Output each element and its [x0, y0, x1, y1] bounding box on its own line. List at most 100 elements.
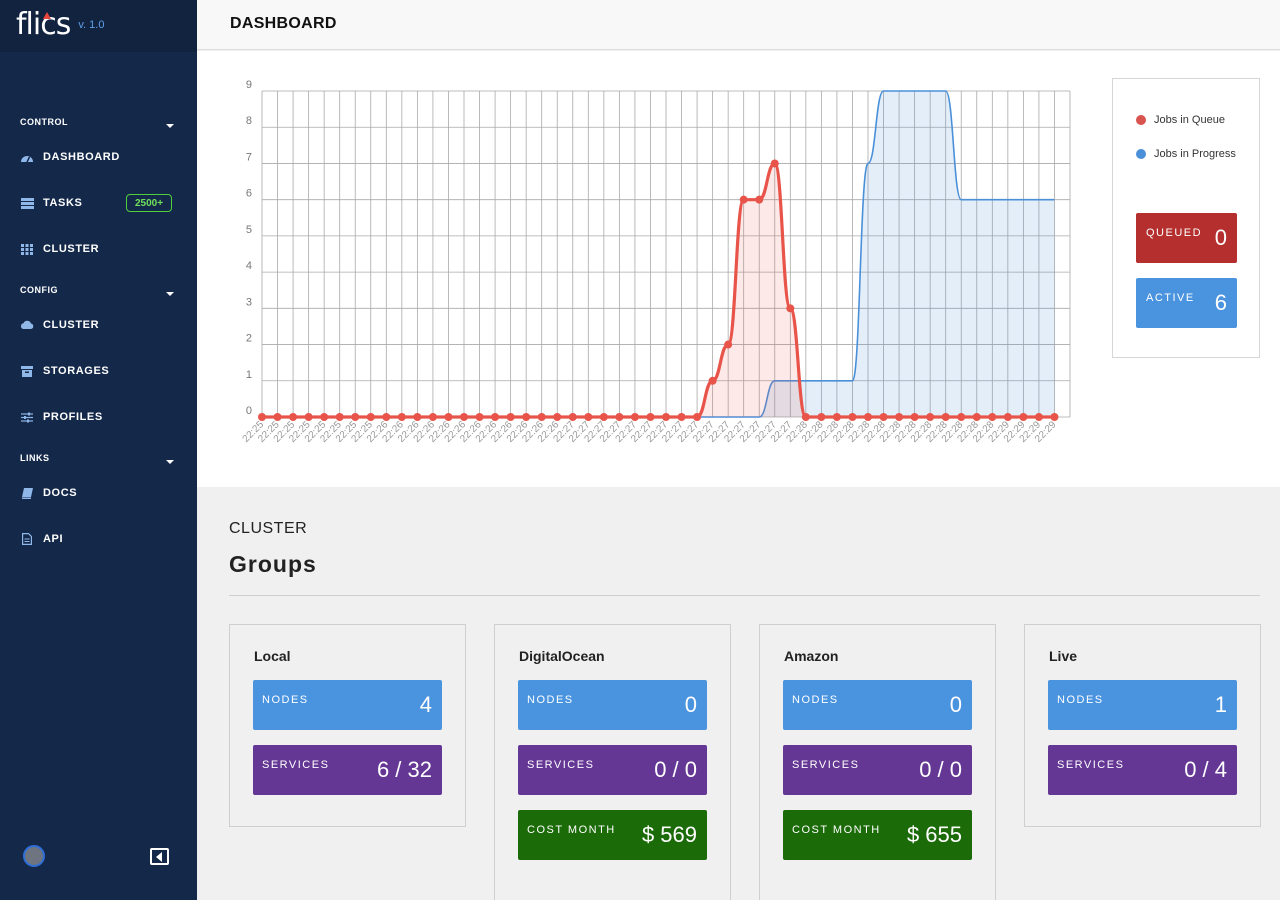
tile-value: 4: [419, 692, 432, 717]
series-queue-point: [630, 413, 639, 421]
tile-label: NODES: [1057, 694, 1104, 706]
tile-label: NODES: [262, 694, 309, 706]
tile-value: 1: [1214, 692, 1227, 717]
grid-icon: [20, 243, 34, 255]
stat-label: ACTIVE: [1146, 292, 1195, 304]
nodes-tile[interactable]: NODES 4: [253, 680, 442, 730]
sidebar-item-label: PROFILES: [43, 411, 103, 423]
chevron-down-icon[interactable]: [166, 124, 174, 128]
series-queue-point: [413, 413, 422, 421]
nodes-tile[interactable]: NODES 1: [1048, 680, 1237, 730]
sidebar-item-profiles[interactable]: PROFILES: [20, 407, 103, 427]
series-queue-point: [1050, 413, 1059, 421]
series-queue-point: [553, 413, 562, 421]
services-tile[interactable]: SERVICES 0 / 0: [783, 745, 972, 795]
series-queue-point: [988, 413, 997, 421]
group-card-amazon: Amazon NODES 0 SERVICES 0 / 0 COST MONTH $ …: [759, 624, 996, 900]
queue-dot-icon: [1136, 115, 1146, 125]
sidebar-item-api[interactable]: API: [20, 529, 63, 549]
stat-value: 0: [1214, 225, 1227, 250]
legend-item-queue[interactable]: Jobs in Queue: [1136, 112, 1225, 128]
series-queue-point: [662, 413, 670, 421]
series-queue-point: [1034, 413, 1043, 421]
tile-label: SERVICES: [527, 759, 595, 771]
services-tile[interactable]: SERVICES 0 / 0: [518, 745, 707, 795]
series-queue-point: [1003, 413, 1012, 421]
tile-label: SERVICES: [1057, 759, 1125, 771]
top-bar: DASHBOARD: [197, 0, 1280, 50]
cost-tile[interactable]: COST MONTH $ 655: [783, 810, 972, 860]
series-queue-point: [258, 413, 266, 421]
cost-tile[interactable]: COST MONTH $ 569: [518, 810, 707, 860]
progress-dot-icon: [1136, 149, 1146, 159]
series-queue-point: [926, 413, 935, 421]
series-queue-point: [941, 413, 950, 421]
series-queue-point: [972, 413, 981, 421]
section-links[interactable]: LINKS: [20, 453, 50, 463]
stat-label: QUEUED: [1146, 227, 1203, 239]
sidebar-item-dashboard[interactable]: DASHBOARD: [20, 147, 120, 167]
group-card-digitalocean: DigitalOcean NODES 0 SERVICES 0 / 0 COST M…: [494, 624, 731, 900]
series-queue-point: [895, 413, 904, 421]
y-tick-label: 0: [246, 405, 252, 417]
sidebar-item-docs[interactable]: DOCS: [20, 483, 77, 503]
section-config[interactable]: CONFIG: [20, 285, 58, 295]
collapse-sidebar-icon[interactable]: [150, 848, 169, 865]
tile-label: COST MONTH: [792, 824, 881, 836]
series-queue-point: [724, 340, 733, 349]
group-name: Local: [254, 648, 291, 664]
series-queue-point: [739, 195, 748, 204]
tasks-icon: [20, 197, 34, 209]
series-queue-point: [848, 413, 857, 421]
divider: [229, 595, 1260, 596]
group-name: DigitalOcean: [519, 648, 605, 664]
tile-value: 0 / 0: [654, 757, 697, 782]
series-queue-point: [910, 413, 919, 421]
y-tick-label: 3: [246, 296, 252, 308]
jobs-chart-panel: 0 1 2 3 4 5 6 7 8 9 22:25 22:25 22:25 22:25 22:25 22:25…: [197, 51, 1280, 487]
app-version: v. 1.0: [78, 19, 105, 31]
y-tick-label: 1: [246, 369, 252, 381]
jobs-chart: 012345678922:2522:2522:2522:2522:2522:25…: [241, 79, 1071, 445]
legend-item-progress[interactable]: Jobs in Progress: [1136, 146, 1236, 162]
y-tick-label: 6: [246, 188, 252, 200]
chevron-down-icon[interactable]: [166, 292, 174, 296]
series-queue-point: [755, 195, 764, 204]
cloud-icon: [20, 319, 34, 331]
app-logo[interactable]: flics: [16, 10, 71, 40]
book-icon: [20, 487, 34, 499]
tile-label: NODES: [792, 694, 839, 706]
series-queue-point: [957, 413, 966, 421]
section-control[interactable]: CONTROL: [20, 117, 68, 127]
y-tick-label: 2: [246, 333, 252, 345]
group-name: Amazon: [784, 648, 839, 664]
storage-icon: [20, 365, 34, 377]
sidebar-item-cluster-control[interactable]: CLUSTER: [20, 239, 99, 259]
series-queue-point: [537, 413, 546, 421]
sidebar-item-label: TASKS: [43, 197, 83, 209]
tile-value: 0 / 0: [919, 757, 962, 782]
sidebar: flics v. 1.0 CONTROL DASHBOARD TASKS 250…: [0, 0, 197, 900]
sidebar-item-storages[interactable]: STORAGES: [20, 361, 109, 381]
series-queue-point: [335, 413, 344, 421]
series-queue-point: [584, 413, 593, 421]
series-queue-point: [444, 413, 453, 421]
series-queue-point: [304, 413, 313, 421]
y-tick-label: 9: [246, 79, 252, 91]
nodes-tile[interactable]: NODES 0: [518, 680, 707, 730]
services-tile[interactable]: SERVICES 6 / 32: [253, 745, 442, 795]
nodes-tile[interactable]: NODES 0: [783, 680, 972, 730]
sidebar-item-label: DASHBOARD: [43, 151, 120, 163]
series-queue-point: [506, 413, 515, 421]
series-queue-point: [677, 413, 686, 421]
tile-label: NODES: [527, 694, 574, 706]
services-tile[interactable]: SERVICES 0 / 4: [1048, 745, 1237, 795]
sidebar-item-cluster-config[interactable]: CLUSTER: [20, 315, 99, 335]
series-queue-point: [273, 413, 282, 421]
chevron-down-icon[interactable]: [166, 460, 174, 464]
tile-label: SERVICES: [262, 759, 330, 771]
sidebar-item-tasks[interactable]: TASKS: [20, 193, 82, 213]
avatar[interactable]: [23, 845, 45, 867]
series-queue-point: [428, 413, 437, 421]
legend-label: Jobs in Progress: [1154, 148, 1236, 160]
